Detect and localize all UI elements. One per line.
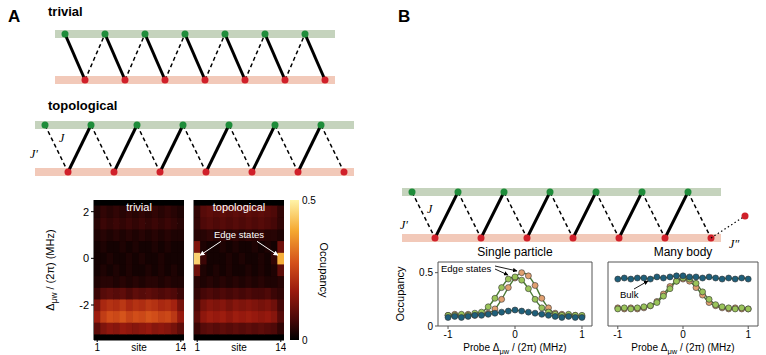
svg-text:topological: topological bbox=[213, 201, 266, 213]
svg-text:0.5: 0.5 bbox=[302, 195, 316, 206]
svg-text:1: 1 bbox=[94, 342, 100, 353]
svg-text:0: 0 bbox=[83, 252, 89, 264]
svg-text:0: 0 bbox=[302, 335, 308, 346]
svg-text:trivial: trivial bbox=[48, 4, 83, 19]
svg-text:-1: -1 bbox=[613, 329, 622, 340]
svg-text:Edge states: Edge states bbox=[441, 263, 491, 274]
svg-text:2: 2 bbox=[83, 206, 89, 218]
svg-text:Many body: Many body bbox=[654, 245, 713, 259]
svg-text:1: 1 bbox=[745, 329, 751, 340]
svg-text:Occupancy: Occupancy bbox=[394, 266, 406, 322]
svg-text:trivial: trivial bbox=[126, 201, 152, 213]
svg-text:-2: -2 bbox=[79, 299, 89, 311]
svg-text:site: site bbox=[131, 342, 147, 353]
svg-text:J: J bbox=[427, 202, 433, 216]
svg-text:J: J bbox=[59, 131, 65, 145]
svg-text:topological: topological bbox=[48, 98, 117, 113]
svg-text:Edge states: Edge states bbox=[214, 229, 264, 240]
svg-text:site: site bbox=[231, 342, 247, 353]
svg-text:Probe Δμw / (2π) (MHz): Probe Δμw / (2π) (MHz) bbox=[631, 342, 734, 355]
svg-text:Bulk: Bulk bbox=[620, 289, 639, 300]
svg-text:14: 14 bbox=[275, 342, 286, 353]
svg-text:0.5: 0.5 bbox=[419, 267, 433, 278]
svg-text:A: A bbox=[8, 7, 20, 26]
svg-text:J′: J′ bbox=[400, 218, 408, 232]
svg-text:Single particle: Single particle bbox=[477, 245, 553, 259]
svg-text:1: 1 bbox=[194, 342, 200, 353]
svg-text:Occupancy: Occupancy bbox=[318, 242, 330, 298]
svg-text:J″: J″ bbox=[729, 237, 740, 251]
svg-text:Probe Δμw / (2π) (MHz): Probe Δμw / (2π) (MHz) bbox=[463, 342, 566, 355]
svg-text:0: 0 bbox=[680, 329, 686, 340]
svg-text:0: 0 bbox=[427, 321, 433, 332]
svg-text:14: 14 bbox=[175, 342, 186, 353]
svg-text:B: B bbox=[398, 7, 410, 26]
svg-text:0: 0 bbox=[512, 329, 518, 340]
svg-text:-1: -1 bbox=[444, 329, 453, 340]
svg-text:J′: J′ bbox=[30, 147, 38, 161]
svg-text:Δμw / (2π) (MHz): Δμw / (2π) (MHz) bbox=[44, 229, 59, 310]
svg-text:1: 1 bbox=[579, 329, 585, 340]
